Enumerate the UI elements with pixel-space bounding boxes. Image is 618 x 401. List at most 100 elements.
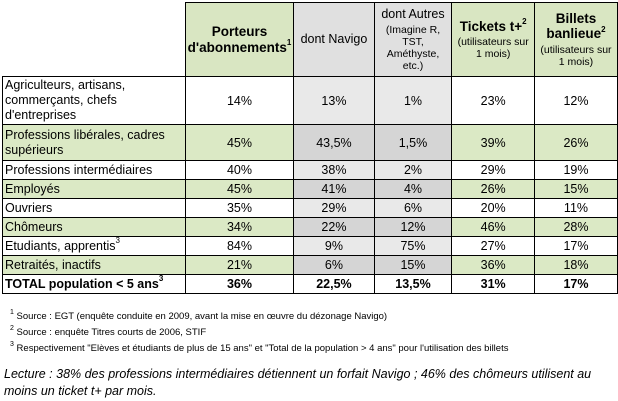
- row-value: 36%: [451, 255, 535, 275]
- row-label-sup: 3: [115, 236, 120, 246]
- row-value: 46%: [451, 217, 535, 237]
- total-value: 17%: [533, 274, 618, 294]
- header-billets-sup: 2: [601, 24, 606, 34]
- row-value: 23%: [451, 76, 535, 125]
- footnote: 1 Source : EGT (enquête conduite en 2009…: [10, 309, 508, 325]
- row-value: 9%: [293, 236, 375, 256]
- row-value: 13%: [293, 76, 375, 125]
- row-label: Agriculteurs, artisans, commerçants, che…: [5, 78, 126, 122]
- row-value: 45%: [184, 179, 295, 199]
- row-value: 34%: [184, 217, 295, 237]
- total-sup: 3: [158, 274, 164, 284]
- row-value: 1,5%: [373, 124, 453, 161]
- header-autres-title: dont Autres: [381, 7, 445, 22]
- row-value: 26%: [533, 124, 618, 161]
- row-value: 20%: [451, 198, 535, 218]
- row-value: 38%: [293, 160, 375, 180]
- row-label: Professions intermédiaires: [5, 162, 153, 177]
- header-billets: Billets banlieue2 (utilisateurs sur 1 mo…: [533, 2, 618, 77]
- lecture-note: Lecture : 38% des professions intermédia…: [4, 367, 592, 398]
- header-tickets-subtitle: (utilisateurs sur 1 mois): [457, 36, 529, 61]
- row-label-cell: Professions intermédiaires: [2, 160, 186, 180]
- total-value: 13,5%: [373, 274, 453, 294]
- header-tickets: Tickets t+2 (utilisateurs sur 1 mois): [451, 2, 535, 77]
- total-row: TOTAL population < 5 ans3 36% 22,5% 13,5…: [2, 274, 618, 294]
- row-value: 29%: [451, 160, 535, 180]
- row-value: 12%: [373, 217, 453, 237]
- header-autres: dont Autres (Imagine R, TST, Améthyste, …: [373, 2, 453, 77]
- table-row: Etudiants, apprentis3 84% 9% 75% 27% 17%: [2, 236, 618, 256]
- row-value: 21%: [184, 255, 295, 275]
- row-label: Professions libérales, cadres supérieurs: [5, 127, 165, 157]
- header-tickets-title: Tickets t+: [459, 18, 523, 34]
- row-label: Etudiants, apprentis: [5, 238, 116, 253]
- header-porteurs-title: Porteurs d'abonnements: [187, 23, 287, 55]
- row-label-cell: Ouvriers: [2, 198, 186, 218]
- header-autres-subtitle: (Imagine R, TST, Améthyste, etc.): [385, 23, 441, 72]
- header-navigo-title: dont Navigo: [300, 32, 368, 47]
- row-label: Chômeurs: [5, 219, 63, 234]
- header-porteurs: Porteurs d'abonnements1: [184, 2, 295, 77]
- header-billets-subtitle: (utilisateurs sur 1 mois): [540, 43, 612, 69]
- row-value: 19%: [533, 160, 618, 180]
- row-value: 4%: [373, 179, 453, 199]
- row-value: 11%: [533, 198, 618, 218]
- footnote-text: Source : EGT (enquête conduite en 2009, …: [16, 311, 388, 322]
- row-value: 17%: [533, 236, 618, 256]
- row-label-cell: Chômeurs: [2, 217, 186, 237]
- total-label: TOTAL population < 5 ans: [5, 276, 159, 291]
- row-label-cell: Etudiants, apprentis3: [2, 236, 186, 256]
- row-value: 18%: [533, 255, 618, 275]
- row-value: 84%: [184, 236, 295, 256]
- row-value: 75%: [373, 236, 453, 256]
- row-label-cell: Professions libérales, cadres supérieurs: [2, 124, 186, 161]
- row-value: 28%: [533, 217, 618, 237]
- total-value: 22,5%: [293, 274, 375, 294]
- total-label-cell: TOTAL population < 5 ans3: [2, 274, 186, 294]
- row-label: Retraités, inactifs: [5, 257, 101, 272]
- footnote-number: 3: [10, 340, 14, 348]
- header-porteurs-sup: 1: [286, 38, 292, 47]
- footnote: 3 Respectivement "Elèves et étudiants de…: [10, 341, 508, 357]
- row-value: 39%: [451, 124, 535, 161]
- table-body: Agriculteurs, artisans, commerçants, che…: [2, 76, 618, 275]
- row-value: 2%: [373, 160, 453, 180]
- row-value: 14%: [184, 76, 295, 125]
- row-value: 1%: [373, 76, 453, 125]
- table-row: Agriculteurs, artisans, commerçants, che…: [2, 76, 618, 125]
- row-value: 15%: [373, 255, 453, 275]
- row-value: 12%: [533, 76, 618, 125]
- row-value: 15%: [533, 179, 618, 199]
- row-value: 45%: [184, 124, 295, 161]
- row-label-cell: Employés: [2, 179, 186, 199]
- row-value: 26%: [451, 179, 535, 199]
- header-navigo: dont Navigo: [293, 2, 375, 77]
- row-value: 22%: [293, 217, 375, 237]
- row-label-cell: Retraités, inactifs: [2, 255, 186, 275]
- table-row: Employés 45% 41% 4% 26% 15%: [2, 179, 618, 199]
- header-billets-title: Billets banlieue: [546, 10, 602, 42]
- row-value: 40%: [184, 160, 295, 180]
- stats-table: Porteurs d'abonnements1 dont Navigo dont…: [2, 2, 618, 294]
- table-row: Chômeurs 34% 22% 12% 46% 28%: [2, 217, 618, 237]
- row-value: 41%: [293, 179, 375, 199]
- footnote-text: Source : enquête Titres courts de 2006, …: [16, 327, 207, 338]
- table-row: Professions intermédiaires 40% 38% 2% 29% 19%: [2, 160, 618, 180]
- table-row: Retraités, inactifs 21% 6% 15% 36% 18%: [2, 255, 618, 275]
- corner-cell: [2, 2, 186, 77]
- total-value: 36%: [184, 274, 295, 294]
- table-row: Professions libérales, cadres supérieurs…: [2, 124, 618, 161]
- row-value: 27%: [451, 236, 535, 256]
- table-row: Ouvriers 35% 29% 6% 20% 11%: [2, 198, 618, 218]
- header-tickets-sup: 2: [522, 17, 527, 27]
- footnote: 2 Source : enquête Titres courts de 2006…: [10, 325, 508, 341]
- footnote-text: Respectivement "Elèves et étudiants de p…: [16, 343, 509, 354]
- row-value: 6%: [293, 255, 375, 275]
- header-row: Porteurs d'abonnements1 dont Navigo dont…: [2, 2, 618, 77]
- footnotes: 1 Source : EGT (enquête conduite en 2009…: [10, 309, 508, 357]
- footnote-number: 1: [10, 308, 14, 316]
- row-value: 29%: [293, 198, 375, 218]
- total-value: 31%: [451, 274, 535, 294]
- row-label: Ouvriers: [5, 200, 53, 215]
- row-value: 43,5%: [293, 124, 375, 161]
